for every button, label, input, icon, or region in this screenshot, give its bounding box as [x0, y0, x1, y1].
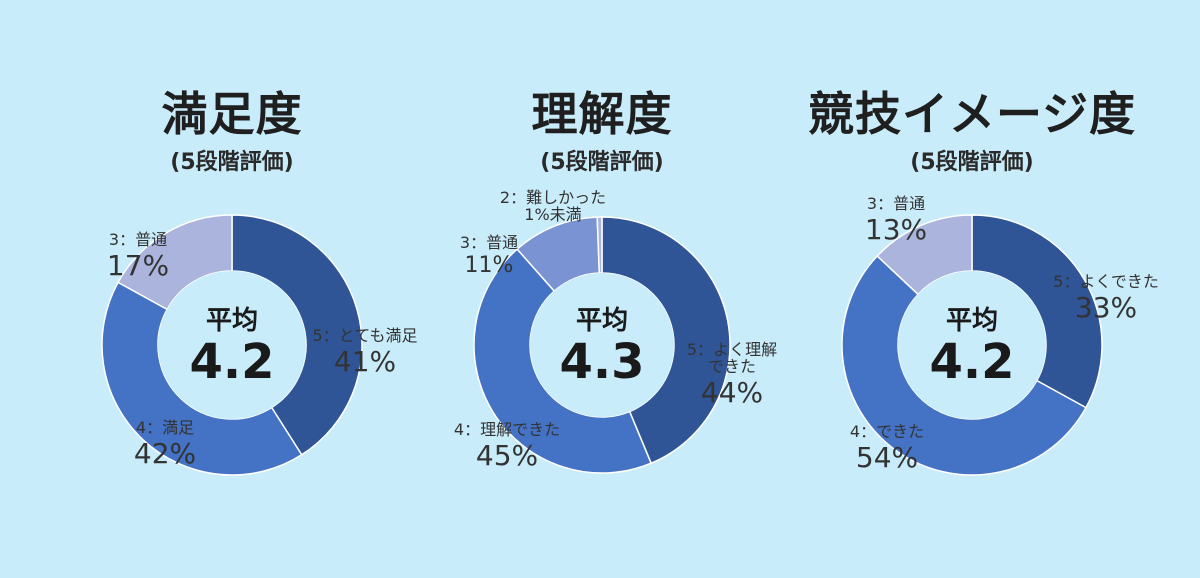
- slice-name: 3：普通: [866, 194, 926, 213]
- slice-name: 4：できた: [849, 422, 925, 441]
- chart-subtitle: (5段階評価): [910, 150, 1034, 175]
- slice-label: 4：理解できた 45%: [422, 420, 592, 472]
- donut-chart: [101, 214, 363, 476]
- average-label: 平均: [575, 306, 628, 336]
- chart-title: 理解度: [531, 87, 673, 141]
- slice-label: 3：普通 11%: [452, 233, 526, 278]
- chart-understanding: 理解度 (5段階評価) 平均 4.3 5：よく理解できた 44% 4：理解できた…: [402, 0, 802, 578]
- slice-label: 5：よく理解できた 44%: [672, 340, 792, 409]
- slice-name: 5：よくできた: [1053, 272, 1159, 291]
- slice-percent: 44%: [700, 375, 764, 409]
- chart-title: 競技イメージ度: [807, 87, 1137, 141]
- slice-label: 3：普通 13%: [846, 194, 946, 246]
- average-value: 4.2: [929, 334, 1015, 390]
- chart-satisfaction: 満足度 (5段階評価) 平均 4.2 5：とても満足 41% 4：満足 42% …: [32, 0, 432, 578]
- chart-competition-image: 競技イメージ度 (5段階評価) 平均 4.2 5：よくできた 33% 4：できた…: [772, 0, 1172, 578]
- slice-percent: 17%: [106, 248, 170, 282]
- chart-title: 満足度: [161, 87, 303, 141]
- average-label: 平均: [205, 306, 258, 336]
- donut-slice-1: [601, 216, 731, 465]
- center-average: 平均 4.2: [902, 300, 1042, 387]
- slice-percent: 42%: [133, 436, 197, 470]
- average-label: 平均: [945, 306, 998, 336]
- center-average: 平均 4.2: [162, 300, 302, 387]
- donut-hole: [530, 273, 674, 417]
- slice-label: 2：難しかった 1%未満: [488, 188, 618, 224]
- slice-label: 4：できた 54%: [832, 422, 942, 474]
- slice-percent: 13%: [864, 212, 928, 246]
- average-value: 4.3: [559, 334, 645, 390]
- chart-subtitle: (5段階評価): [540, 150, 664, 175]
- chart-subtitle: (5段階評価): [170, 150, 294, 175]
- slice-percent: 45%: [475, 438, 539, 472]
- slice-name: 4：理解できた: [453, 420, 561, 439]
- slice-percent: 1%未満: [524, 204, 582, 224]
- slice-percent: 54%: [855, 440, 919, 474]
- slice-name: 2：難しかった: [499, 188, 607, 207]
- donut-hole: [898, 271, 1046, 419]
- slice-label: 3：普通 17%: [88, 230, 188, 282]
- donut-chart: [473, 216, 731, 474]
- slice-name: 5：よく理解できた: [686, 340, 778, 376]
- slice-name: 4：満足: [135, 418, 195, 437]
- slice-name: 5：とても満足: [312, 326, 418, 345]
- slice-percent: 33%: [1074, 290, 1138, 324]
- slice-percent: 11%: [464, 252, 514, 278]
- donut-hole: [158, 271, 306, 419]
- slice-name: 3：普通: [459, 233, 519, 252]
- slice-label: 4：満足 42%: [110, 418, 220, 470]
- average-value: 4.2: [189, 334, 275, 390]
- slice-label: 5：とても満足 41%: [290, 326, 440, 378]
- donut-chart: [841, 214, 1103, 476]
- slice-name: 3：普通: [108, 230, 168, 249]
- slice-label: 5：よくできた 33%: [1044, 272, 1168, 324]
- slice-percent: 41%: [333, 344, 397, 378]
- center-average: 平均 4.3: [532, 300, 672, 387]
